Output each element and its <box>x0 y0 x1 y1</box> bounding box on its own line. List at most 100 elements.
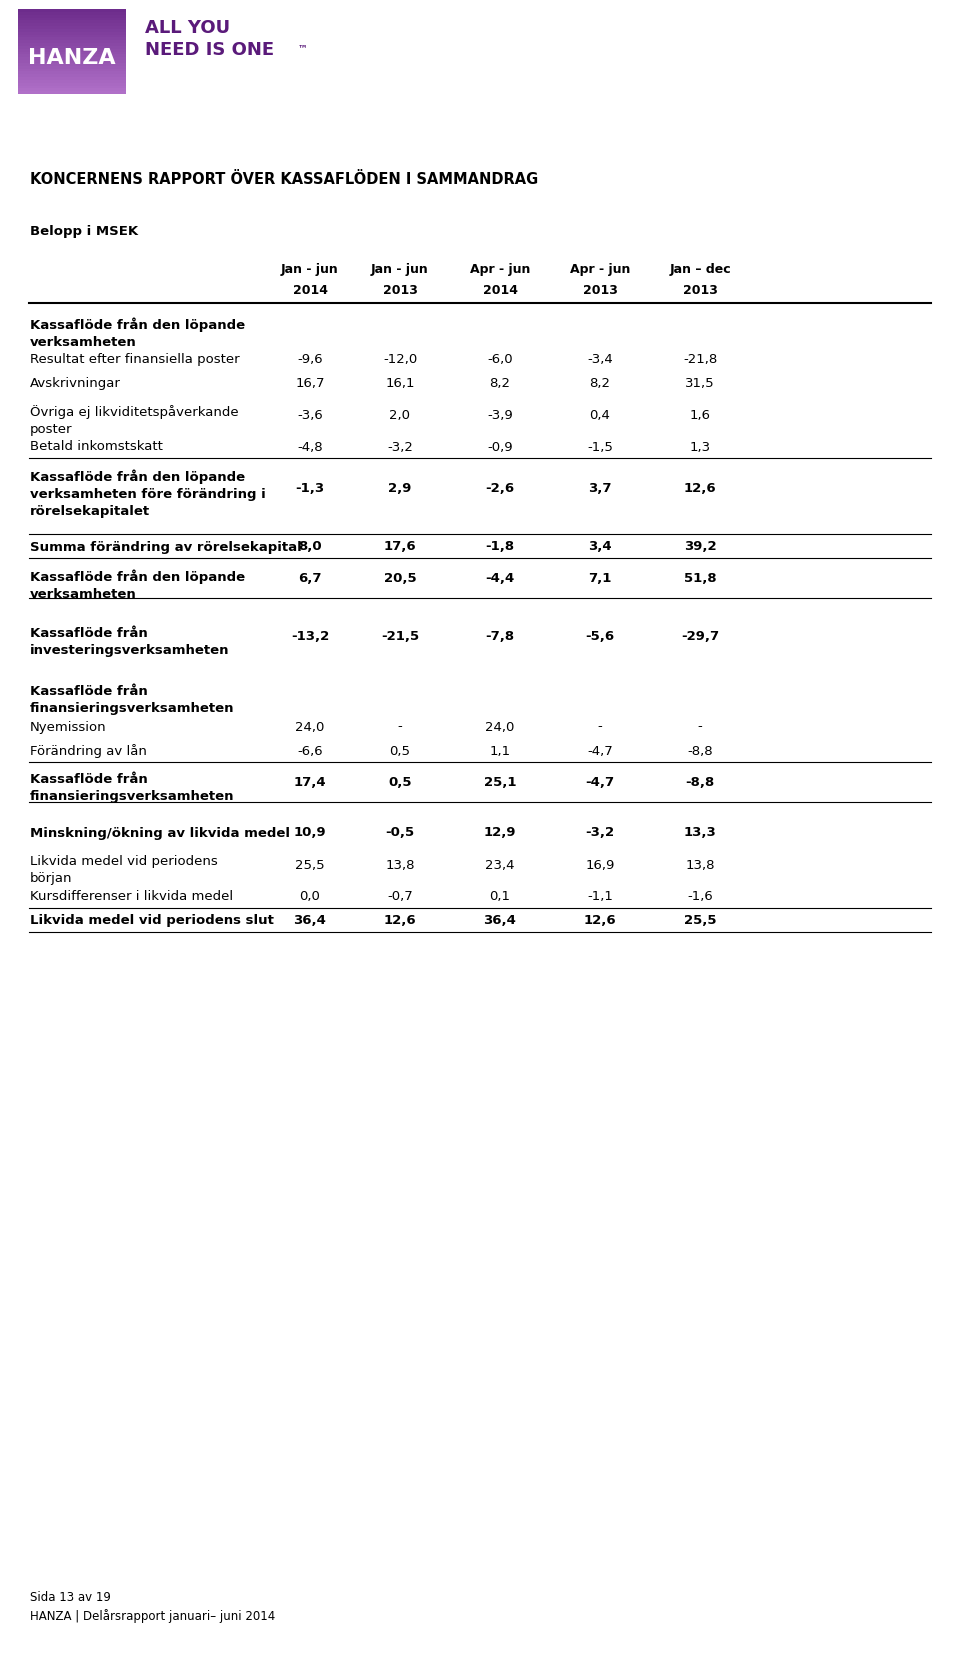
Bar <box>18 83 126 86</box>
Bar <box>18 70 126 73</box>
Text: 3,4: 3,4 <box>588 540 612 553</box>
Text: 39,2: 39,2 <box>684 540 716 553</box>
Bar <box>18 51 126 55</box>
Bar <box>18 23 126 27</box>
Bar <box>18 78 126 81</box>
Text: 2014: 2014 <box>293 283 327 297</box>
Text: Kursdifferenser i likvida medel: Kursdifferenser i likvida medel <box>30 890 233 903</box>
Text: -8,8: -8,8 <box>685 775 714 789</box>
Text: 8,2: 8,2 <box>589 376 611 389</box>
Text: 16,9: 16,9 <box>586 858 614 872</box>
Text: -: - <box>598 721 602 732</box>
Text: -4,8: -4,8 <box>298 441 323 454</box>
Text: -0,7: -0,7 <box>387 890 413 903</box>
Text: -8,8: -8,8 <box>687 744 713 757</box>
Text: 13,3: 13,3 <box>684 825 716 838</box>
Text: -4,4: -4,4 <box>486 572 515 585</box>
Bar <box>18 18 126 22</box>
Text: Sida 13 av 19: Sida 13 av 19 <box>30 1591 110 1604</box>
Text: 16,1: 16,1 <box>385 376 415 389</box>
Text: 10,9: 10,9 <box>294 825 326 838</box>
Text: 0,5: 0,5 <box>390 744 411 757</box>
Bar <box>18 38 126 41</box>
Text: 25,5: 25,5 <box>684 915 716 926</box>
Bar <box>18 35 126 38</box>
Text: NEED IS ONE: NEED IS ONE <box>145 41 275 60</box>
Text: -21,8: -21,8 <box>683 353 717 365</box>
Bar <box>18 50 126 53</box>
Bar <box>18 22 126 25</box>
Text: Likvida medel vid periodens
början: Likvida medel vid periodens början <box>30 855 218 885</box>
Text: 2,0: 2,0 <box>390 408 411 421</box>
Text: -29,7: -29,7 <box>681 630 719 643</box>
Text: 36,4: 36,4 <box>294 915 326 926</box>
Text: -0,9: -0,9 <box>487 441 513 454</box>
Text: Kassaflöde från den löpande
verksamheten före förändring i
rörelsekapitalet: Kassaflöde från den löpande verksamheten… <box>30 469 266 517</box>
Text: -13,2: -13,2 <box>291 630 329 643</box>
Text: -3,2: -3,2 <box>387 441 413 454</box>
Text: -9,6: -9,6 <box>298 353 323 365</box>
Text: Kassaflöde från
finansieringsverksamheten: Kassaflöde från finansieringsverksamhete… <box>30 684 234 714</box>
Bar <box>18 89 126 93</box>
Text: 51,8: 51,8 <box>684 572 716 585</box>
Text: 1,6: 1,6 <box>689 408 710 421</box>
Text: -5,6: -5,6 <box>586 630 614 643</box>
Text: ™: ™ <box>298 43 308 53</box>
Text: 25,5: 25,5 <box>295 858 324 872</box>
Text: Övriga ej likviditetspåverkande
poster: Övriga ej likviditetspåverkande poster <box>30 404 239 436</box>
Bar <box>18 41 126 45</box>
Bar <box>18 91 126 94</box>
Text: -1,6: -1,6 <box>687 890 713 903</box>
Text: 6,7: 6,7 <box>299 572 322 585</box>
Text: Likvida medel vid periodens slut: Likvida medel vid periodens slut <box>30 915 274 926</box>
Text: Summa förändring av rörelsekapital: Summa förändring av rörelsekapital <box>30 540 301 553</box>
Bar <box>18 63 126 66</box>
Bar <box>18 46 126 50</box>
Text: 0,4: 0,4 <box>589 408 611 421</box>
Text: 0,5: 0,5 <box>388 775 412 789</box>
Text: 23,4: 23,4 <box>485 858 515 872</box>
Bar <box>18 27 126 30</box>
Text: -7,8: -7,8 <box>486 630 515 643</box>
Text: HANZA: HANZA <box>28 48 116 68</box>
Text: KONCERNENS RAPPORT ÖVER KASSAFLÖDEN I SAMMANDRAG: KONCERNENS RAPPORT ÖVER KASSAFLÖDEN I SA… <box>30 172 539 187</box>
Text: Kassaflöde från
investeringsverksamheten: Kassaflöde från investeringsverksamheten <box>30 626 229 656</box>
Text: 13,8: 13,8 <box>685 858 715 872</box>
Text: 2013: 2013 <box>683 283 717 297</box>
Text: -0,5: -0,5 <box>385 825 415 838</box>
Text: 2014: 2014 <box>483 283 517 297</box>
Bar <box>18 80 126 83</box>
Text: Apr - jun: Apr - jun <box>469 263 530 277</box>
Text: 25,1: 25,1 <box>484 775 516 789</box>
Bar <box>18 31 126 35</box>
Text: Avskrivningar: Avskrivningar <box>30 376 121 389</box>
Text: 20,5: 20,5 <box>384 572 417 585</box>
Text: Jan – dec: Jan – dec <box>669 263 731 277</box>
Text: 36,4: 36,4 <box>484 915 516 926</box>
Text: 31,5: 31,5 <box>685 376 715 389</box>
Bar <box>18 60 126 65</box>
Bar <box>18 86 126 89</box>
Text: 16,7: 16,7 <box>296 376 324 389</box>
Text: Minskning/ökning av likvida medel: Minskning/ökning av likvida medel <box>30 825 290 838</box>
Text: -4,7: -4,7 <box>588 744 612 757</box>
Text: 0,0: 0,0 <box>300 890 321 903</box>
Text: -21,5: -21,5 <box>381 630 420 643</box>
Bar <box>18 15 126 18</box>
Text: 8,2: 8,2 <box>490 376 511 389</box>
Text: -1,3: -1,3 <box>296 481 324 494</box>
Text: Jan - jun: Jan - jun <box>372 263 429 277</box>
Text: -3,4: -3,4 <box>588 353 612 365</box>
Text: Apr - jun: Apr - jun <box>570 263 630 277</box>
Text: Resultat efter finansiella poster: Resultat efter finansiella poster <box>30 353 240 365</box>
Text: -3,6: -3,6 <box>298 408 323 421</box>
Text: -6,6: -6,6 <box>298 744 323 757</box>
Text: Kassaflöde från
finansieringsverksamheten: Kassaflöde från finansieringsverksamhete… <box>30 772 234 802</box>
Bar <box>18 71 126 75</box>
Text: -3,2: -3,2 <box>586 825 614 838</box>
Text: Betald inkomstskatt: Betald inkomstskatt <box>30 441 163 454</box>
Text: Nyemission: Nyemission <box>30 721 107 732</box>
Bar <box>18 30 126 33</box>
Text: -3,9: -3,9 <box>487 408 513 421</box>
Text: -: - <box>698 721 703 732</box>
